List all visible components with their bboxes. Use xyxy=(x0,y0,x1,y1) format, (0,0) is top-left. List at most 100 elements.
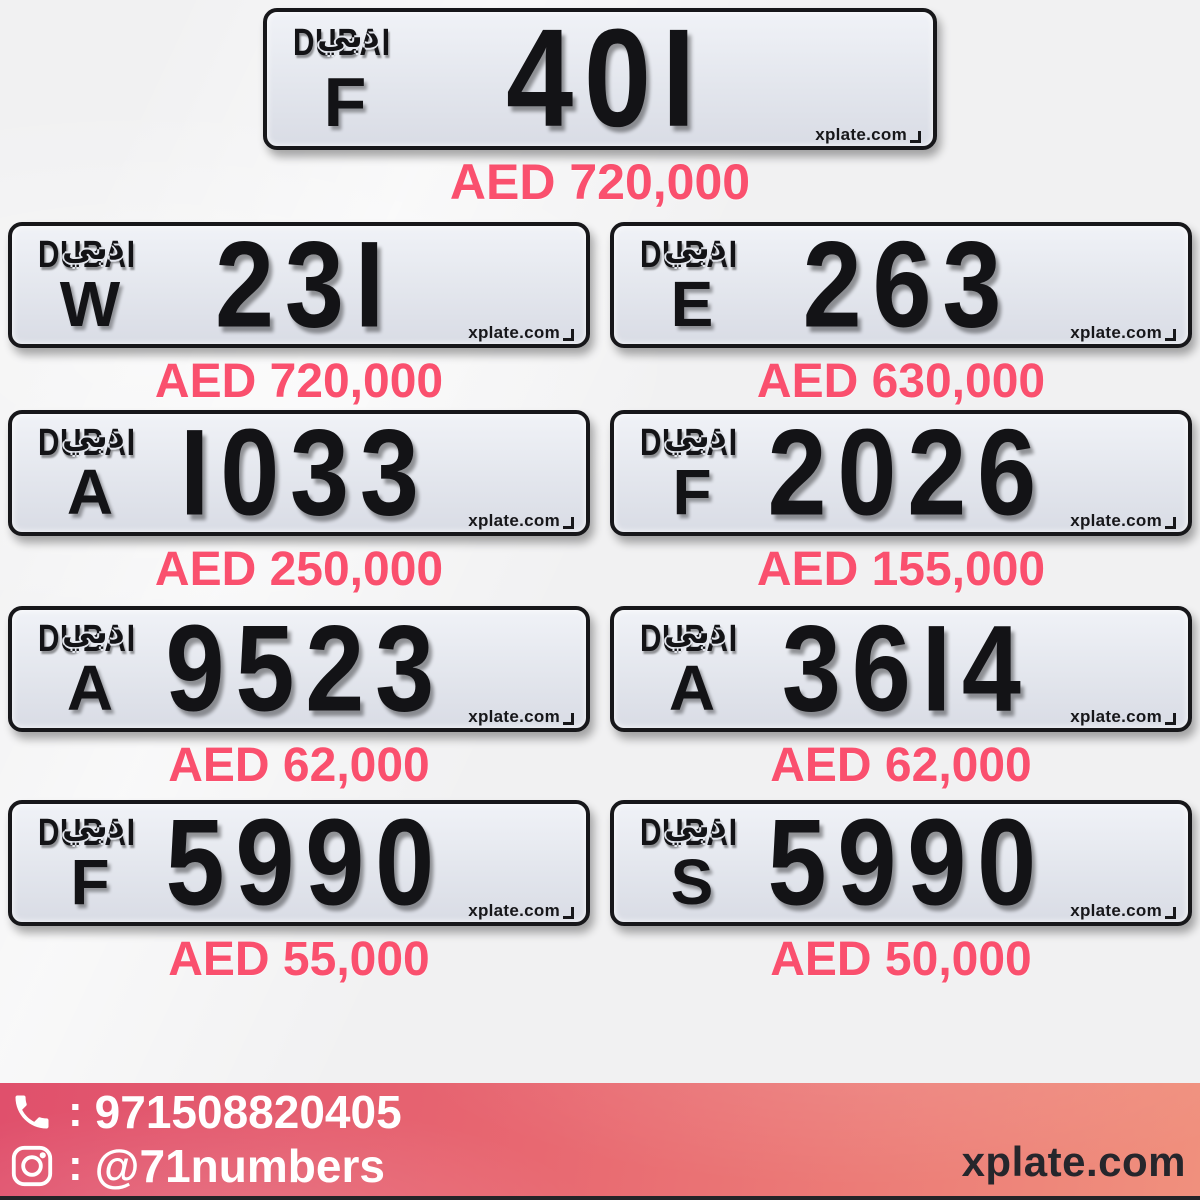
dubai-plate-logo: DUBAI دبي xyxy=(38,416,163,464)
phone-icon xyxy=(8,1088,56,1136)
license-plate: DUBAI دبي W 23I xplate.com xyxy=(8,222,590,348)
license-plate: DUBAI دبي A 36I4 xplate.com xyxy=(610,606,1192,732)
plate-code-letter: E xyxy=(670,268,714,340)
watermark-mark xyxy=(1165,907,1176,919)
instagram-handle: @71numbers xyxy=(94,1140,385,1192)
license-plate: DUBAI دبي A 9523 xplate.com xyxy=(8,606,590,732)
plate-listing: DUBAI دبي F 5990 xplate.com AED 55,000 xyxy=(8,800,590,985)
plate-number: 36I4 xyxy=(782,600,1032,738)
plate-number: 263 xyxy=(802,216,1012,354)
plate-number: 5990 xyxy=(767,794,1047,932)
plate-code-letter: F xyxy=(672,456,712,528)
price-label: AED 62,000 xyxy=(770,739,1032,792)
phone-contact[interactable]: : 971508820405 xyxy=(8,1085,402,1139)
dubai-plate-logo: DUBAI دبي xyxy=(640,228,765,276)
plate-listing: DUBAI دبي W 23I xplate.com AED 720,000 xyxy=(8,222,590,407)
watermark-mark xyxy=(910,131,921,143)
plate-listing: DUBAI دبي A I033 xplate.com AED 250,000 xyxy=(8,410,590,595)
dubai-plate-logo: DUBAI دبي xyxy=(640,806,765,854)
dubai-plate-logo: DUBAI دبي xyxy=(293,16,418,64)
xplate-watermark: xplate.com xyxy=(468,901,574,921)
dubai-logo-arabic: دبي xyxy=(664,806,727,845)
license-plate: DUBAI دبي E 263 xplate.com xyxy=(610,222,1192,348)
watermark-mark xyxy=(563,713,574,725)
plate-number: 5990 xyxy=(165,794,445,932)
plate-code-letter: W xyxy=(59,268,121,340)
instagram-separator: : xyxy=(68,1141,83,1190)
dubai-logo-arabic: دبي xyxy=(664,416,727,455)
xplate-watermark: xplate.com xyxy=(468,707,574,727)
dubai-logo-latin: DUBAI xyxy=(640,812,738,854)
instagram-icon xyxy=(8,1142,56,1190)
dubai-logo-latin: DUBAI xyxy=(38,812,136,854)
xplate-site-link[interactable]: xplate.com xyxy=(961,1138,1186,1185)
plate-code-letter: A xyxy=(66,456,114,528)
dubai-plate-logo: DUBAI دبي xyxy=(38,806,163,854)
price-label: AED 62,000 xyxy=(168,739,430,792)
xplate-watermark: xplate.com xyxy=(815,125,921,145)
plate-code-letter: A xyxy=(66,652,114,724)
dubai-logo-arabic: دبي xyxy=(62,806,125,845)
xplate-watermark: xplate.com xyxy=(1070,901,1176,921)
license-plate: DUBAI دبي F 40I xplate.com xyxy=(263,8,937,150)
plate-number: 2026 xyxy=(767,404,1047,542)
price-label: AED 630,000 xyxy=(756,355,1046,408)
plate-code-letter: A xyxy=(668,652,716,724)
price-label: AED 720,000 xyxy=(449,154,751,210)
dubai-plate-logo: DUBAI دبي xyxy=(640,416,765,464)
xplate-watermark: xplate.com xyxy=(1070,511,1176,531)
dubai-logo-arabic: دبي xyxy=(62,416,125,455)
plate-code-letter: F xyxy=(70,846,110,918)
watermark-mark xyxy=(1165,329,1176,341)
license-plate: DUBAI دبي F 5990 xplate.com xyxy=(8,800,590,926)
contact-footer: : 971508820405 : @71numbers xplate.com xyxy=(0,1083,1200,1200)
watermark-mark xyxy=(563,517,574,529)
price-label: AED 155,000 xyxy=(756,543,1046,596)
price-label: AED 250,000 xyxy=(154,543,444,596)
license-plate: DUBAI دبي F 2026 xplate.com xyxy=(610,410,1192,536)
dubai-logo-latin: DUBAI xyxy=(38,618,136,660)
dubai-plate-logo: DUBAI دبي xyxy=(640,612,765,660)
plate-number: 9523 xyxy=(165,600,445,738)
license-plate: DUBAI دبي A I033 xplate.com xyxy=(8,410,590,536)
dubai-logo-latin: DUBAI xyxy=(293,22,391,64)
price-label: AED 50,000 xyxy=(770,933,1032,986)
dubai-logo-arabic: دبي xyxy=(317,16,380,55)
plate-listing: DUBAI دبي A 9523 xplate.com AED 62,000 xyxy=(8,606,590,791)
xplate-watermark: xplate.com xyxy=(1070,707,1176,727)
xplate-watermark: xplate.com xyxy=(1070,323,1176,343)
plate-listing: DUBAI دبي E 263 xplate.com AED 630,000 xyxy=(610,222,1192,407)
watermark-mark xyxy=(1165,517,1176,529)
watermark-mark xyxy=(563,329,574,341)
plate-listing: DUBAI دبي S 5990 xplate.com AED 50,000 xyxy=(610,800,1192,985)
watermark-mark xyxy=(563,907,574,919)
plate-code-letter: F xyxy=(323,63,367,141)
instagram-contact[interactable]: : @71numbers xyxy=(8,1139,402,1193)
xplate-watermark: xplate.com xyxy=(468,323,574,343)
contact-info: : 971508820405 : @71numbers xyxy=(8,1085,402,1193)
phone-separator: : xyxy=(68,1087,83,1136)
plate-number: I033 xyxy=(180,404,430,542)
price-label: AED 720,000 xyxy=(154,355,444,408)
dubai-logo-arabic: دبي xyxy=(664,228,727,267)
plate-listing: DUBAI دبي A 36I4 xplate.com AED 62,000 xyxy=(610,606,1192,791)
xplate-watermark: xplate.com xyxy=(468,511,574,531)
price-label: AED 55,000 xyxy=(168,933,430,986)
dubai-logo-latin: DUBAI xyxy=(640,618,738,660)
plate-listing: DUBAI دبي F 2026 xplate.com AED 155,000 xyxy=(610,410,1192,595)
dubai-logo-arabic: دبي xyxy=(62,612,125,651)
plate-listing-featured: DUBAI دبي F 40I xplate.com AED 720,000 xyxy=(263,8,937,208)
dubai-plate-logo: DUBAI دبي xyxy=(38,228,163,276)
phone-number: 971508820405 xyxy=(94,1086,402,1138)
dubai-plate-logo: DUBAI دبي xyxy=(38,612,163,660)
dubai-logo-latin: DUBAI xyxy=(38,234,136,276)
plate-number: 23I xyxy=(214,216,396,354)
watermark-mark xyxy=(1165,713,1176,725)
license-plate: DUBAI دبي S 5990 xplate.com xyxy=(610,800,1192,926)
dubai-logo-latin: DUBAI xyxy=(640,422,738,464)
dubai-logo-latin: DUBAI xyxy=(38,422,136,464)
plate-number: 40I xyxy=(505,1,707,156)
plate-code-letter: S xyxy=(670,846,714,918)
dubai-logo-arabic: دبي xyxy=(664,612,727,651)
